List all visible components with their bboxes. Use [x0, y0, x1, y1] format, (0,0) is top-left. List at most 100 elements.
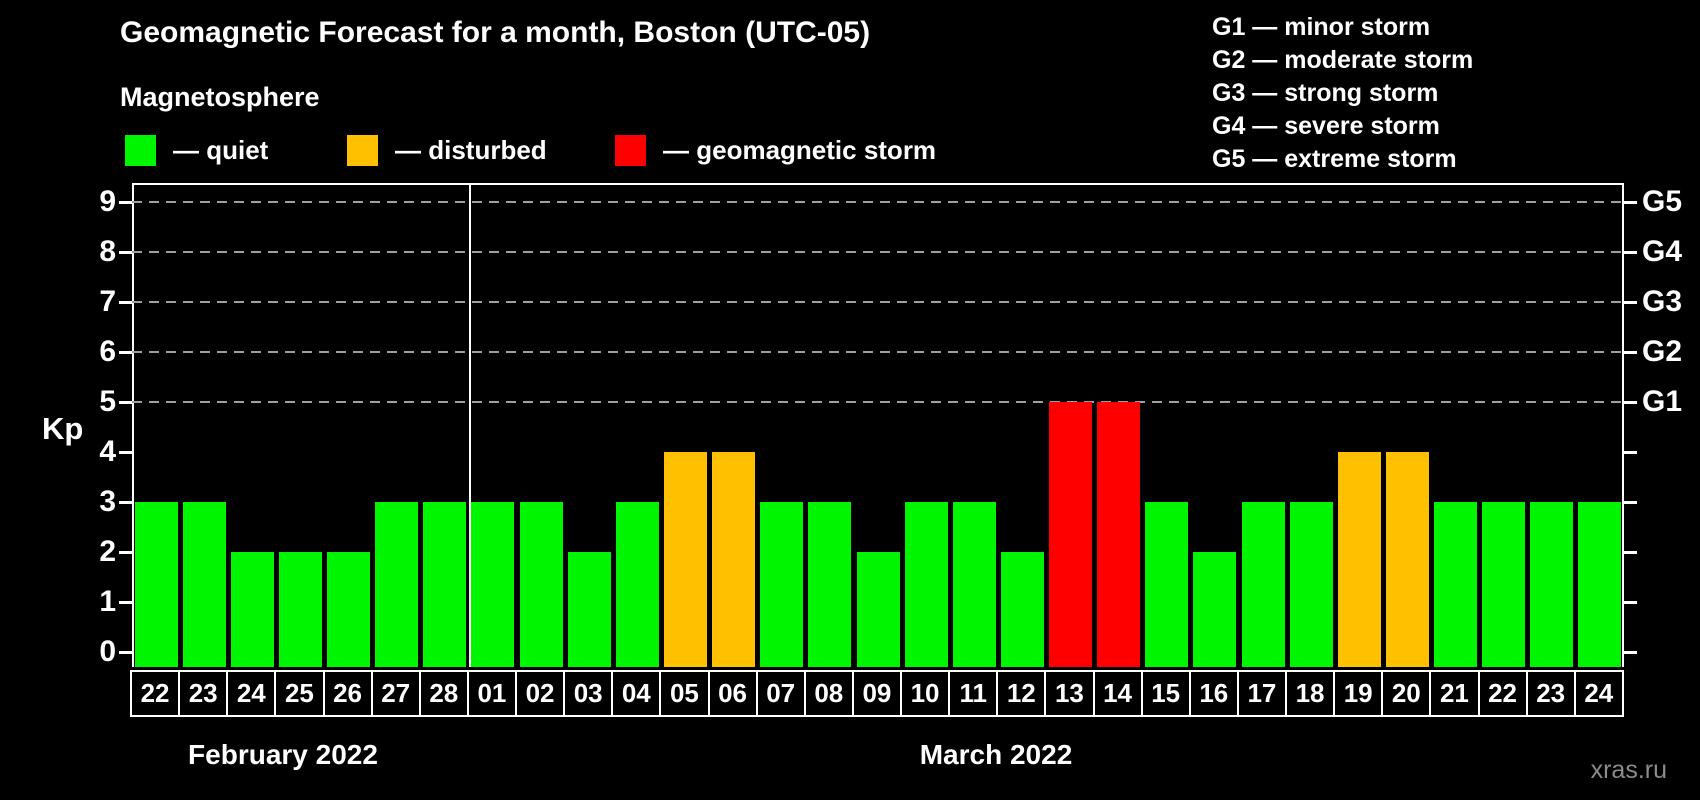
y-tick-right-8 — [1624, 251, 1637, 254]
bar-march-15 — [1145, 502, 1189, 667]
date-cell-14: 14 — [1092, 670, 1143, 717]
date-cell-06: 06 — [707, 670, 758, 717]
bar-march-22 — [1482, 502, 1526, 667]
quiet-swatch-icon — [125, 134, 156, 166]
grid-line-kp8 — [132, 251, 1624, 253]
month-label-february: February 2022 — [188, 739, 378, 770]
g-legend-line-g3: G3 — strong storm — [1212, 79, 1439, 107]
date-cell-01: 01 — [466, 670, 517, 717]
y-axis-label: Kp — [42, 411, 84, 446]
date-cell-21: 21 — [1429, 670, 1480, 717]
y-tick-right-4 — [1624, 451, 1637, 454]
date-cell-02: 02 — [515, 670, 566, 717]
grid-line-kp6 — [132, 351, 1624, 353]
bar-february-23 — [182, 502, 226, 667]
y-tick-right-0 — [1624, 651, 1637, 654]
bar-march-16 — [1193, 552, 1237, 667]
date-cell-25: 25 — [274, 670, 325, 717]
date-cell-12: 12 — [996, 670, 1047, 717]
date-cell-08: 08 — [803, 670, 854, 717]
date-cell-13: 13 — [1044, 670, 1095, 717]
disturbed-swatch-icon — [347, 134, 378, 166]
y-tick-right-2 — [1624, 551, 1637, 554]
date-cell-15: 15 — [1140, 670, 1191, 717]
bar-february-25 — [278, 552, 322, 667]
y-tick-right-5 — [1624, 401, 1637, 404]
date-cell-18: 18 — [1285, 670, 1336, 717]
y-tick-6 — [119, 351, 132, 354]
legend-item-quiet: — quiet — [125, 133, 268, 167]
month-divider-line — [469, 183, 471, 667]
g-legend-line-g5: G5 — extreme storm — [1212, 145, 1457, 173]
bar-march-05 — [663, 452, 707, 667]
g-tick-label-g1: G1 — [1642, 385, 1683, 418]
bar-march-17 — [1241, 502, 1285, 667]
g-legend-line-g4: G4 — severe storm — [1212, 112, 1440, 140]
date-cell-17: 17 — [1236, 670, 1287, 717]
bar-march-13 — [1049, 402, 1093, 667]
bar-february-26 — [327, 552, 371, 667]
y-tick-label-4: 4 — [99, 435, 116, 468]
date-cell-04: 04 — [611, 670, 662, 717]
bar-february-24 — [230, 552, 274, 667]
y-tick-label-8: 8 — [99, 235, 116, 268]
y-tick-right-1 — [1624, 601, 1637, 604]
bar-march-11 — [952, 502, 996, 667]
g-legend-line-g1: G1 — minor storm — [1212, 13, 1431, 41]
y-tick-8 — [119, 251, 132, 254]
y-tick-right-9 — [1624, 201, 1637, 204]
magnetosphere-subtitle: Magnetosphere — [120, 82, 320, 112]
date-cell-23: 23 — [1525, 670, 1576, 717]
y-tick-1 — [119, 601, 132, 604]
y-tick-label-9: 9 — [99, 185, 116, 218]
y-tick-9 — [119, 201, 132, 204]
watermark: xras.ru — [1590, 756, 1667, 784]
grid-line-kp7 — [132, 301, 1624, 303]
bar-march-03 — [567, 552, 611, 667]
date-axis-row: 22 23 24 25 26 27 28 01 02 03 04 05 06 07 08 09 10 11 12 13… — [130, 670, 1624, 717]
bar-march-12 — [1000, 552, 1044, 667]
g-tick-label-g3: G3 — [1642, 285, 1683, 318]
legend-item-storm: — geomagnetic storm — [615, 133, 936, 167]
legend-label-quiet: — quiet — [173, 134, 269, 165]
y-tick-5 — [119, 401, 132, 404]
date-cell-05: 05 — [659, 670, 710, 717]
g-tick-label-g5: G5 — [1642, 185, 1683, 218]
date-cell-22: 22 — [130, 670, 181, 717]
y-tick-7 — [119, 301, 132, 304]
y-tick-3 — [119, 501, 132, 504]
grid-line-kp5 — [132, 401, 1624, 403]
bar-march-09 — [856, 552, 900, 667]
month-label-march: March 2022 — [919, 739, 1073, 770]
bar-march-21 — [1434, 502, 1478, 667]
y-tick-0 — [119, 651, 132, 654]
legend-item-disturbed: — disturbed — [347, 133, 547, 167]
date-cell-20: 20 — [1381, 670, 1432, 717]
bar-february-28 — [423, 502, 467, 667]
bar-march-10 — [904, 502, 948, 667]
bar-march-18 — [1289, 502, 1333, 667]
bar-february-22 — [134, 502, 178, 667]
y-tick-label-7: 7 — [99, 285, 116, 318]
bar-march-04 — [615, 502, 659, 667]
bar-february-27 — [375, 502, 419, 667]
page-title: Geomagnetic Forecast for a month, Boston… — [120, 16, 871, 49]
date-cell-03: 03 — [563, 670, 614, 717]
y-tick-2 — [119, 551, 132, 554]
date-cell-22: 22 — [1477, 670, 1528, 717]
g-legend-line-g2: G2 — moderate storm — [1212, 46, 1474, 74]
y-tick-label-2: 2 — [99, 535, 116, 568]
legend-label-disturbed: — disturbed — [395, 134, 547, 165]
bar-march-24 — [1578, 502, 1622, 667]
date-cell-10: 10 — [900, 670, 951, 717]
date-cell-23: 23 — [178, 670, 229, 717]
date-cell-07: 07 — [755, 670, 806, 717]
bar-march-01 — [471, 502, 515, 667]
date-cell-24: 24 — [1573, 670, 1624, 717]
y-tick-label-3: 3 — [99, 485, 116, 518]
y-tick-label-0: 0 — [99, 635, 116, 668]
date-cell-19: 19 — [1333, 670, 1384, 717]
legend-label-storm: — geomagnetic storm — [663, 134, 937, 165]
date-cell-09: 09 — [851, 670, 902, 717]
y-tick-right-3 — [1624, 501, 1637, 504]
